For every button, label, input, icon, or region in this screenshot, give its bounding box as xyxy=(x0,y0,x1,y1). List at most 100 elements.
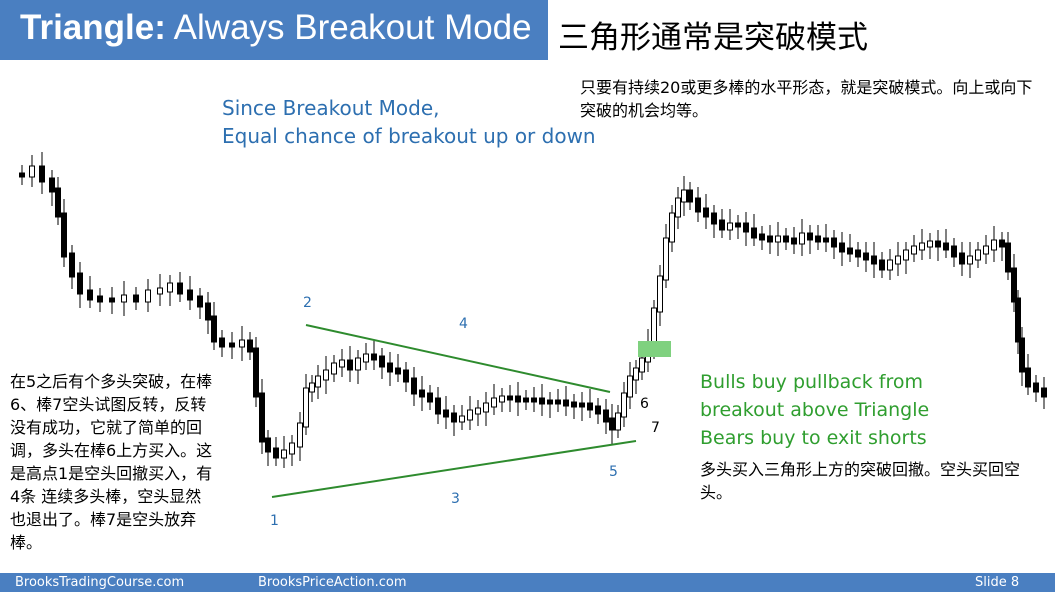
candle-body xyxy=(523,397,529,403)
candle-body xyxy=(379,355,385,368)
candle-body xyxy=(339,359,345,368)
candle-body xyxy=(871,255,877,265)
candle-body xyxy=(61,212,67,258)
candle-body xyxy=(177,282,183,295)
footer-bar: BrooksTradingCourse.com BrooksPriceActio… xyxy=(0,573,1055,592)
candle-body xyxy=(895,255,901,265)
bar-label-7: 7 xyxy=(651,420,660,436)
candle-body xyxy=(1025,367,1031,388)
candle-body xyxy=(823,237,829,243)
candle-body xyxy=(281,449,287,459)
candle-body xyxy=(97,295,103,303)
candle-body xyxy=(571,401,577,408)
candle-body xyxy=(289,442,295,455)
candle-body xyxy=(911,245,917,255)
candle-body xyxy=(121,294,127,303)
candle-body xyxy=(783,235,789,243)
candle-body xyxy=(815,235,821,243)
candle-body xyxy=(507,395,513,401)
candle-body xyxy=(743,222,749,233)
candle-body xyxy=(411,377,417,395)
candle-body xyxy=(475,407,481,415)
bar-label-2: 2 xyxy=(303,295,312,311)
candle-body xyxy=(927,240,933,248)
candle-body xyxy=(211,315,217,343)
footer-left-site: BrooksTradingCourse.com xyxy=(15,575,185,590)
candle-body xyxy=(273,447,279,459)
candle-body xyxy=(719,219,725,231)
candle-body xyxy=(775,235,781,243)
candle-body xyxy=(839,242,845,253)
candle-body xyxy=(751,227,757,239)
candle-body xyxy=(555,399,561,405)
blue-annotation-line-1: Since Breakout Mode, xyxy=(222,96,440,120)
bar-label-4: 4 xyxy=(459,316,468,332)
candle-body xyxy=(239,339,245,348)
candle-body xyxy=(371,353,377,361)
candle-body xyxy=(943,242,949,251)
candle-body xyxy=(145,289,151,303)
candle-body xyxy=(1041,387,1047,398)
candle-body xyxy=(767,235,773,243)
candle-body xyxy=(419,389,425,398)
candle-body xyxy=(991,239,997,251)
candle-body xyxy=(29,165,35,178)
upper-trendline xyxy=(305,324,611,393)
candle-body xyxy=(959,252,965,265)
candle-body xyxy=(69,252,75,278)
candle-body xyxy=(727,222,733,231)
candle-body xyxy=(19,172,25,178)
candle-body xyxy=(229,342,235,348)
candle-body xyxy=(167,282,173,293)
candle-body xyxy=(187,289,193,301)
candle-body xyxy=(603,409,609,423)
candle-body xyxy=(1015,297,1021,343)
candle-body xyxy=(347,359,353,371)
bar-label-3: 3 xyxy=(451,491,460,507)
candle-body xyxy=(531,397,537,403)
candle-body xyxy=(303,387,309,428)
candle-body xyxy=(197,295,203,308)
candle-body xyxy=(323,369,329,381)
candle-body xyxy=(633,367,639,381)
candle-body xyxy=(807,232,813,241)
candle-body xyxy=(259,392,265,443)
candle-body xyxy=(109,297,115,303)
candle-body xyxy=(87,289,93,301)
candle-body xyxy=(265,437,271,453)
candle-body xyxy=(919,242,925,251)
candle-body xyxy=(219,337,225,348)
candle-body xyxy=(427,392,433,403)
candle-body xyxy=(579,402,585,408)
candle-body xyxy=(663,237,669,281)
candle-body xyxy=(639,357,645,373)
candle-body xyxy=(133,294,139,303)
candle-body xyxy=(711,212,717,225)
candle-body xyxy=(887,259,893,271)
candle-body xyxy=(799,232,805,245)
candle-body xyxy=(331,362,337,375)
candle-body xyxy=(627,375,633,398)
candle-body xyxy=(903,249,909,261)
green-annotation-line-3: Bears buy to exit shorts xyxy=(700,427,927,449)
candle-body xyxy=(403,369,409,383)
footer-center-site: BrooksPriceAction.com xyxy=(258,575,407,590)
candle-body xyxy=(831,237,837,248)
candle-body xyxy=(49,177,55,193)
candle-body xyxy=(491,397,497,408)
candle-body xyxy=(687,189,693,203)
bar-label-6: 6 xyxy=(640,396,649,412)
candle-body xyxy=(1019,337,1025,373)
candles-group xyxy=(19,152,1047,468)
candle-body xyxy=(967,255,973,265)
candle-body xyxy=(77,272,83,295)
candle-body xyxy=(157,287,163,295)
bar-label-5: 5 xyxy=(609,464,618,480)
candle-body xyxy=(681,189,687,203)
slide-title: Triangle: Always Breakout Mode xyxy=(20,8,532,47)
candle-body xyxy=(499,395,505,403)
note-bottom-right: 多头买入三角形上方的突破回撤。空头买回空头。 xyxy=(700,460,1021,502)
candle-body xyxy=(675,197,681,218)
candle-body xyxy=(315,375,321,388)
